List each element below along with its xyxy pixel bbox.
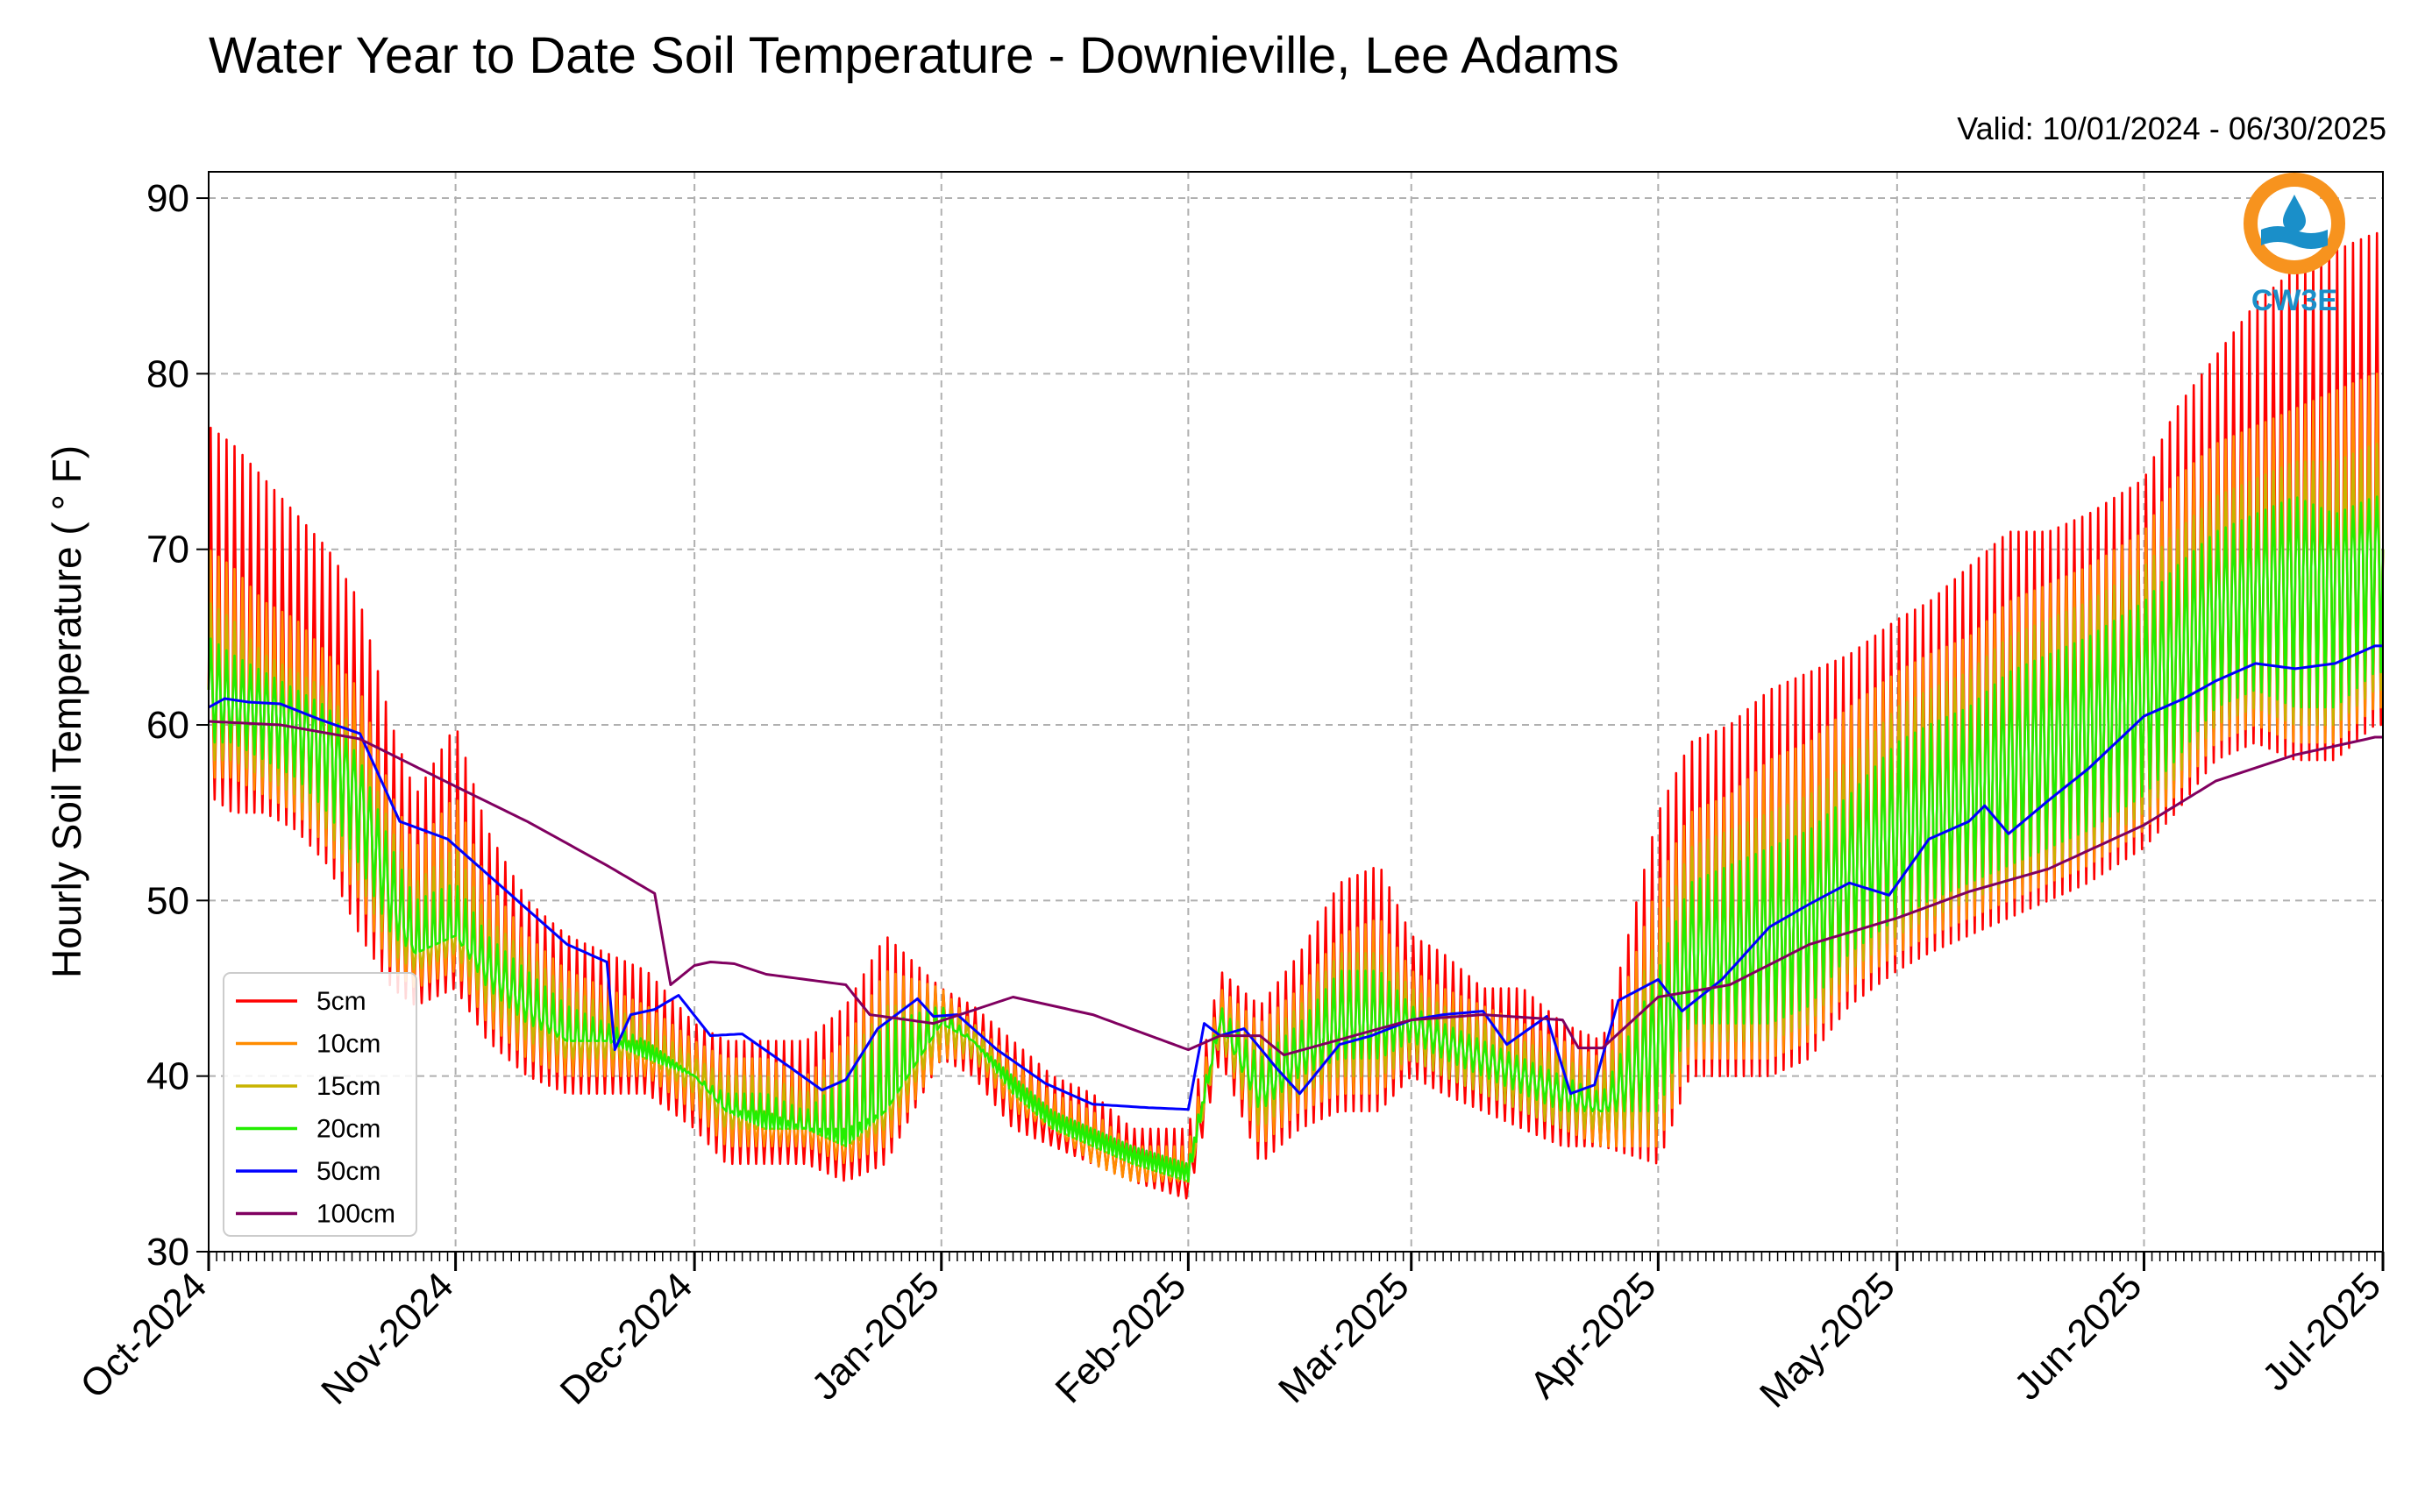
logo-ring [2244, 173, 2345, 274]
legend-label: 5cm [316, 987, 366, 1016]
x-tick-label: Nov-2024 [313, 1264, 462, 1413]
y-tick-label: 50 [146, 879, 189, 922]
y-tick-label: 70 [146, 529, 189, 571]
x-tick-label: Dec-2024 [552, 1264, 701, 1413]
wave-icon [2261, 226, 2328, 249]
legend-label: 50cm [316, 1157, 380, 1186]
y-tick-label: 30 [146, 1231, 189, 1274]
chart-title: Water Year to Date Soil Temperature - Do… [209, 27, 1619, 84]
series-line-50cm [208, 644, 2383, 1111]
legend-label: 10cm [316, 1030, 380, 1059]
water-drop-icon [2283, 195, 2306, 232]
valid-date-range: Valid: 10/01/2024 - 06/30/2025 [1957, 110, 2386, 146]
cw3e-logo: CW3E [2244, 173, 2345, 317]
y-axis-label: Hourly Soil Temperature ( ° F) [44, 445, 89, 978]
x-tick-label: Jun-2025 [2006, 1264, 2150, 1408]
legend-label: 20cm [316, 1115, 380, 1144]
series-line-100cm [208, 720, 2383, 1057]
x-tick-label: Apr-2025 [1522, 1264, 1665, 1407]
axes: 30 40 50 60 70 80 90 Oct-2024 Nov-2024 Dec-2024 Ja… [72, 177, 2389, 1416]
x-tick-label: May-2025 [1752, 1264, 1903, 1416]
y-tick-label: 40 [146, 1055, 189, 1098]
x-tick-label: Oct-2024 [72, 1264, 215, 1407]
legend-label: 100cm [316, 1200, 395, 1229]
legend: 5cm 10cm 15cm 20cm 50cm 100cm [223, 972, 417, 1237]
x-tick-label: Feb-2025 [1048, 1264, 1195, 1411]
x-tick-label: Mar-2025 [1270, 1264, 1418, 1411]
y-tick-label: 80 [146, 352, 189, 395]
logo-text: CW3E [2251, 284, 2337, 317]
y-tick-label: 90 [146, 177, 189, 220]
series-layer [207, 231, 2385, 1200]
legend-label: 15cm [316, 1072, 380, 1101]
series-line-20cm [207, 495, 2385, 1183]
x-tick-label: Jan-2025 [803, 1264, 947, 1408]
x-tick-label: Jul-2025 [2254, 1264, 2389, 1399]
plot-frame [208, 171, 2384, 1253]
y-tick-label: 60 [146, 704, 189, 747]
